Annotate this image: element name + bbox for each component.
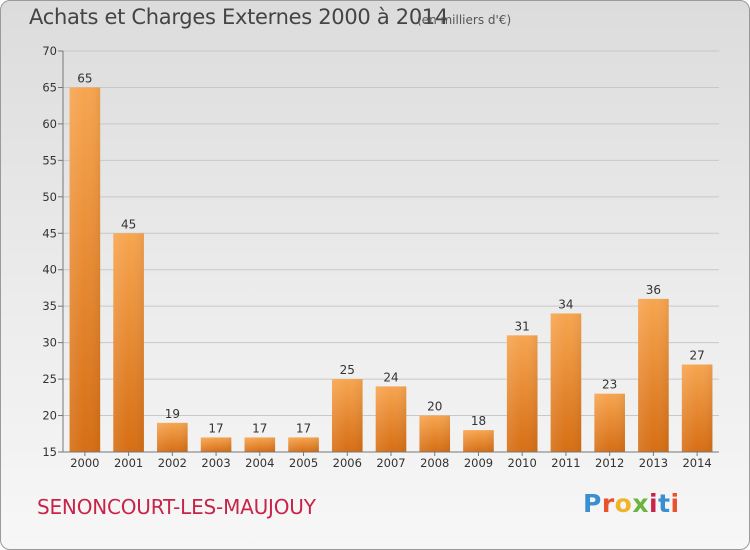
y-tick-label: 20 — [42, 409, 57, 423]
chart-subtitle: (en milliers d'€) — [417, 13, 512, 27]
x-tick-label: 2007 — [376, 456, 405, 470]
x-tick-label: 2011 — [551, 456, 580, 470]
y-tick-label: 65 — [42, 80, 57, 94]
logo-letter: t — [658, 489, 671, 518]
data-label: 19 — [165, 407, 180, 421]
bar-shine — [638, 298, 669, 452]
x-tick-label: 2004 — [245, 456, 274, 470]
x-tick-label: 2001 — [114, 456, 143, 470]
chart-title: Achats et Charges Externes 2000 à 2014 — [29, 5, 449, 29]
x-tick-label: 2013 — [639, 456, 668, 470]
logo-letter: P — [583, 489, 602, 518]
y-tick-label: 40 — [42, 263, 57, 277]
logo-letter: r — [601, 489, 615, 518]
data-label: 17 — [296, 421, 311, 435]
bar-shine — [200, 437, 232, 452]
y-tick-label: 60 — [42, 117, 57, 131]
x-tick-label: 2012 — [595, 456, 624, 470]
bar-shine — [681, 364, 713, 452]
x-tick-label: 2003 — [201, 456, 230, 470]
data-label: 24 — [383, 370, 398, 384]
x-tick-label: 2008 — [420, 456, 449, 470]
data-label: 36 — [646, 283, 661, 297]
data-label: 31 — [515, 319, 530, 333]
x-tick-label: 2010 — [508, 456, 537, 470]
x-tick-label: 2000 — [70, 456, 99, 470]
bar-shine — [419, 415, 451, 452]
bar-shine — [113, 233, 144, 452]
bar-shine — [69, 87, 101, 453]
data-label: 34 — [558, 297, 573, 311]
x-tick-label: 2009 — [464, 456, 493, 470]
y-tick-label: 55 — [42, 153, 57, 167]
data-label: 17 — [208, 421, 223, 435]
data-label: 17 — [252, 421, 267, 435]
bar-shine — [506, 335, 538, 452]
logo-letter: i — [670, 489, 680, 518]
bar-shine — [550, 313, 582, 452]
bar-shine — [375, 386, 407, 452]
bar-shine — [463, 430, 494, 452]
data-label: 27 — [689, 349, 704, 363]
logo-letter: o — [614, 489, 633, 518]
x-tick-label: 2002 — [158, 456, 187, 470]
data-label: 65 — [77, 71, 92, 85]
data-label: 20 — [427, 400, 442, 414]
x-tick-label: 2006 — [333, 456, 362, 470]
data-label: 18 — [471, 414, 486, 428]
y-tick-label: 15 — [42, 445, 57, 459]
y-tick-label: 50 — [42, 190, 57, 204]
y-tick-label: 25 — [42, 372, 57, 386]
y-tick-label: 45 — [42, 226, 57, 240]
x-tick-label: 2005 — [289, 456, 318, 470]
y-tick-label: 30 — [42, 336, 57, 350]
logo-letter: x — [632, 489, 649, 518]
y-tick-label: 35 — [42, 299, 57, 313]
data-label: 45 — [121, 217, 136, 231]
bar-shine — [288, 437, 319, 452]
bar-shine — [244, 437, 276, 452]
bar-shine — [594, 393, 625, 452]
commune-name: SENONCOURT-LES-MAUJOUY — [37, 495, 316, 519]
proxiti-logo[interactable]: Proxiti — [583, 489, 680, 518]
bar-shine — [157, 422, 188, 452]
x-tick-label: 2014 — [682, 456, 711, 470]
bar-shine — [331, 379, 363, 452]
logo-letter: i — [649, 489, 659, 518]
data-label: 25 — [340, 363, 355, 377]
y-tick-label: 70 — [42, 44, 57, 58]
data-label: 23 — [602, 378, 617, 392]
